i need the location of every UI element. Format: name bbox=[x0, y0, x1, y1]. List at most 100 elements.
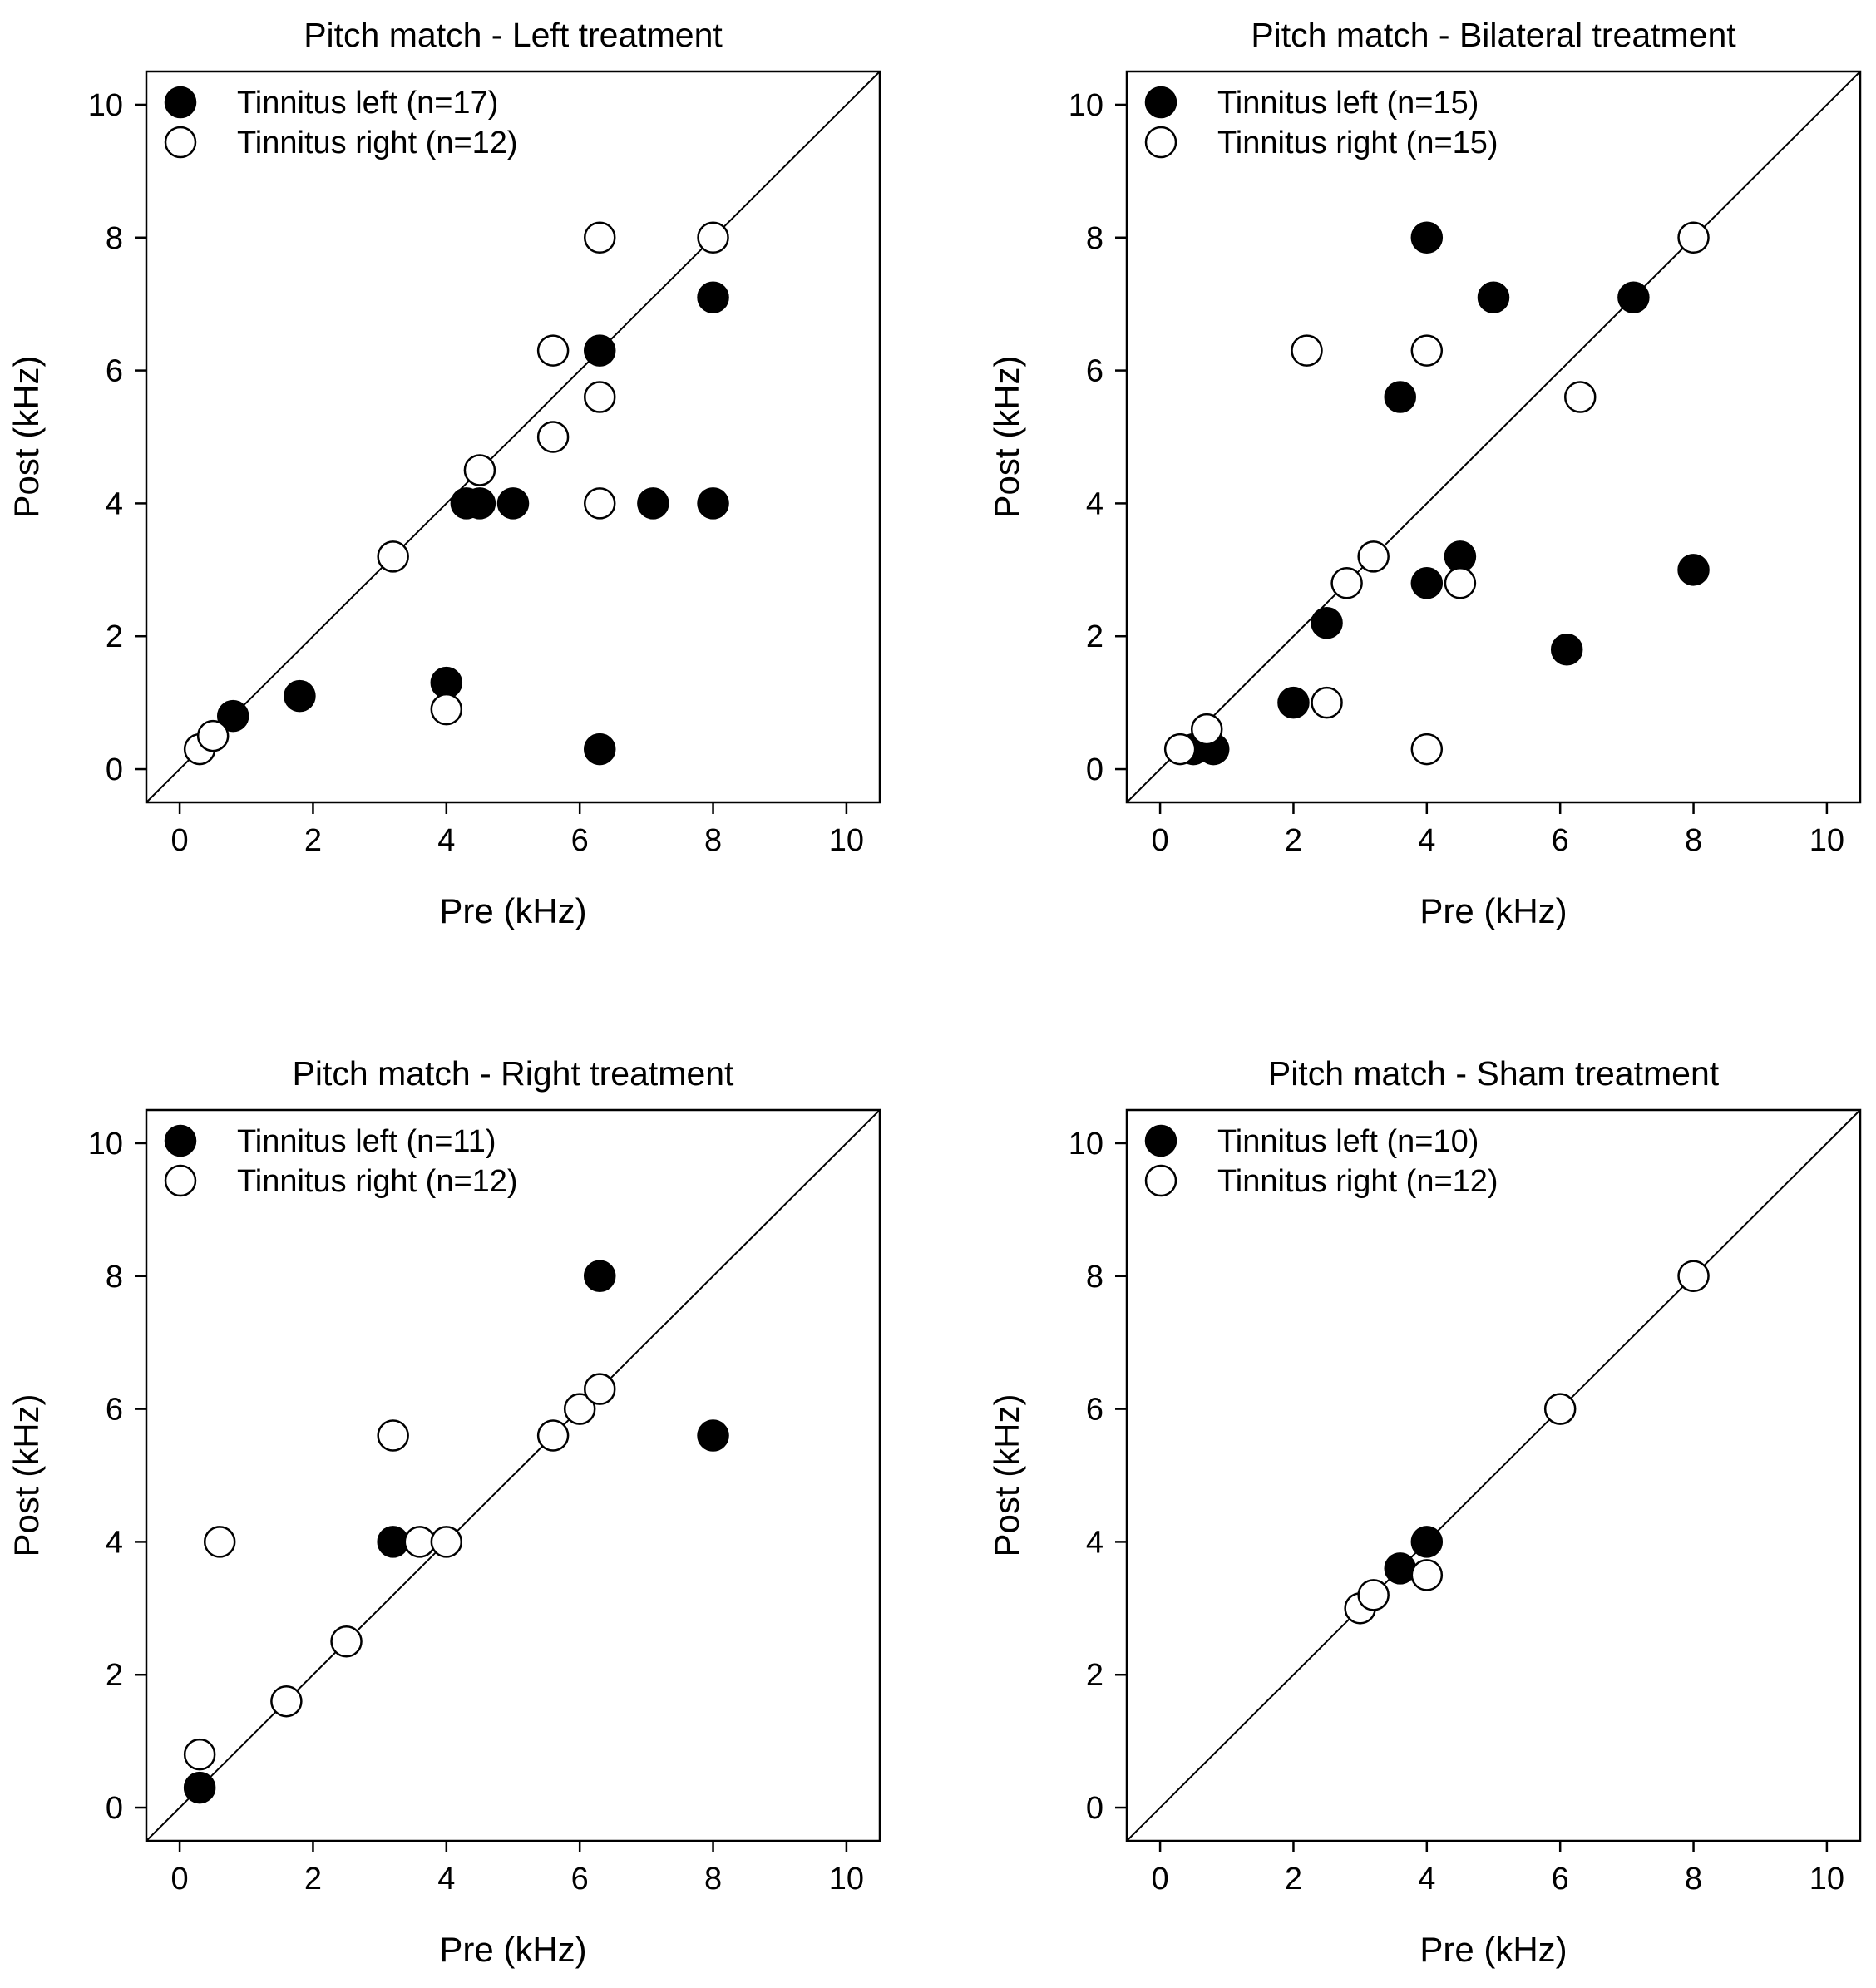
y-tick-label: 4 bbox=[1086, 486, 1103, 521]
y-tick-label: 4 bbox=[106, 1525, 123, 1560]
point-tinnitus-right bbox=[403, 1526, 436, 1558]
point-tinnitus-left bbox=[1384, 1552, 1416, 1585]
chart-title: Pitch match - Left treatment bbox=[304, 16, 723, 54]
chart-title: Pitch match - Sham treatment bbox=[1268, 1054, 1720, 1093]
x-tick-label: 0 bbox=[171, 823, 189, 858]
point-tinnitus-right bbox=[1163, 733, 1197, 766]
y-tick-label: 2 bbox=[1086, 619, 1103, 654]
x-tick-label: 2 bbox=[1285, 1862, 1302, 1897]
legend-label: Tinnitus right (n=12) bbox=[1217, 1164, 1498, 1199]
point-tinnitus-left bbox=[284, 679, 316, 713]
y-tick-label: 4 bbox=[1086, 1525, 1103, 1560]
y-tick-label: 8 bbox=[106, 221, 123, 256]
point-tinnitus-left bbox=[496, 487, 530, 520]
y-tick-label: 10 bbox=[1069, 88, 1103, 123]
point-tinnitus-left bbox=[697, 1419, 729, 1452]
point-tinnitus-right bbox=[1311, 686, 1343, 719]
point-tinnitus-left bbox=[430, 666, 463, 699]
point-tinnitus-right bbox=[1357, 540, 1390, 573]
y-tick-label: 6 bbox=[106, 1393, 123, 1428]
chart-panel-2: Pitch match - Bilateral treatment 0 2 4 6 8 10… bbox=[987, 16, 1862, 930]
legend-label: Tinnitus right (n=12) bbox=[237, 1164, 518, 1199]
legend-label: Tinnitus left (n=15) bbox=[1217, 86, 1479, 121]
chart-panel-4: Pitch match - Sham treatment 0 2 4 6 8 10 0 2 4 6 8… bbox=[987, 1054, 1862, 1969]
y-axis-label: Post (kHz) bbox=[987, 1394, 1026, 1556]
y-tick-label: 8 bbox=[1086, 221, 1103, 256]
point-tinnitus-right bbox=[1444, 567, 1477, 599]
x-tick-label: 10 bbox=[829, 1862, 864, 1897]
point-tinnitus-left bbox=[1617, 281, 1650, 313]
y-tick-label: 2 bbox=[1086, 1658, 1103, 1693]
point-tinnitus-right bbox=[430, 693, 463, 726]
x-axis-label: Pre (kHz) bbox=[439, 891, 586, 930]
y-tick-label: 0 bbox=[1086, 1791, 1103, 1826]
y-tick-label: 0 bbox=[1086, 752, 1103, 787]
point-tinnitus-right bbox=[377, 1419, 409, 1452]
plot-frame bbox=[145, 1108, 881, 1842]
point-tinnitus-left bbox=[1444, 540, 1477, 573]
x-tick-label: 10 bbox=[1809, 823, 1844, 858]
plot-frame bbox=[1125, 70, 1862, 804]
point-tinnitus-left bbox=[216, 699, 249, 733]
x-tick-label: 6 bbox=[571, 823, 589, 858]
x-tick-label: 6 bbox=[1552, 1862, 1569, 1897]
point-tinnitus-right bbox=[270, 1685, 303, 1718]
point-tinnitus-left bbox=[1477, 281, 1510, 313]
legend-marker-tinnitus-left bbox=[1144, 86, 1177, 119]
point-tinnitus-right bbox=[1410, 733, 1444, 766]
x-tick-label: 8 bbox=[1685, 823, 1702, 858]
point-tinnitus-right bbox=[1677, 221, 1710, 254]
y-tick-label: 6 bbox=[1086, 354, 1103, 389]
x-tick-label: 2 bbox=[304, 1862, 322, 1897]
legend-marker-tinnitus-left bbox=[1144, 1124, 1177, 1157]
point-tinnitus-left bbox=[1550, 633, 1583, 666]
point-tinnitus-right bbox=[1291, 334, 1323, 367]
legend-marker-tinnitus-right bbox=[1144, 1164, 1177, 1197]
point-tinnitus-right bbox=[1677, 1260, 1710, 1293]
chart-title: Pitch match - Right treatment bbox=[293, 1054, 735, 1093]
point-tinnitus-right bbox=[1410, 1559, 1444, 1591]
y-tick-label: 6 bbox=[1086, 1393, 1103, 1428]
legend-marker-tinnitus-right bbox=[164, 1164, 197, 1197]
legend-label: Tinnitus right (n=15) bbox=[1217, 126, 1498, 160]
point-tinnitus-right bbox=[583, 487, 616, 520]
x-tick-label: 6 bbox=[571, 1862, 589, 1897]
point-tinnitus-left bbox=[583, 334, 616, 367]
point-tinnitus-left bbox=[1410, 1526, 1444, 1558]
point-tinnitus-right bbox=[536, 421, 570, 453]
point-tinnitus-right bbox=[1190, 713, 1223, 746]
x-axis-label: Pre (kHz) bbox=[1419, 891, 1567, 930]
x-tick-label: 0 bbox=[1152, 1862, 1169, 1897]
point-tinnitus-right bbox=[1563, 381, 1597, 413]
y-tick-label: 10 bbox=[1069, 1127, 1103, 1162]
identity-line bbox=[1126, 71, 1861, 803]
x-tick-label: 4 bbox=[1418, 1862, 1435, 1897]
point-tinnitus-right bbox=[330, 1625, 363, 1658]
chart-panel-3: Pitch match - Right treatment 0 2 4 6 8 10 0 2 4 6… bbox=[7, 1054, 881, 1969]
y-tick-label: 0 bbox=[106, 752, 123, 787]
x-tick-label: 4 bbox=[437, 823, 455, 858]
point-tinnitus-right bbox=[1410, 334, 1444, 367]
legend-label: Tinnitus left (n=10) bbox=[1217, 1124, 1479, 1159]
point-tinnitus-left bbox=[183, 1771, 216, 1804]
x-tick-label: 4 bbox=[1418, 823, 1435, 858]
legend-marker-tinnitus-right bbox=[1144, 126, 1177, 159]
y-axis-label: Post (kHz) bbox=[7, 355, 46, 518]
legend-marker-tinnitus-left bbox=[164, 86, 197, 119]
point-tinnitus-right bbox=[583, 221, 616, 254]
point-tinnitus-left bbox=[1384, 381, 1416, 413]
point-tinnitus-right bbox=[536, 334, 570, 367]
point-tinnitus-left bbox=[377, 1526, 409, 1558]
y-tick-label: 6 bbox=[106, 354, 123, 389]
y-axis-label: Post (kHz) bbox=[7, 1394, 46, 1556]
point-tinnitus-left bbox=[1410, 567, 1444, 599]
point-tinnitus-right bbox=[183, 1738, 216, 1771]
identity-line bbox=[146, 1109, 881, 1842]
legend-marker-tinnitus-left bbox=[164, 1124, 197, 1157]
point-tinnitus-left bbox=[583, 733, 616, 766]
y-tick-label: 8 bbox=[106, 1260, 123, 1295]
y-tick-label: 2 bbox=[106, 619, 123, 654]
x-tick-label: 6 bbox=[1552, 823, 1569, 858]
legend-marker-tinnitus-right bbox=[164, 126, 197, 159]
point-tinnitus-right bbox=[697, 221, 729, 254]
